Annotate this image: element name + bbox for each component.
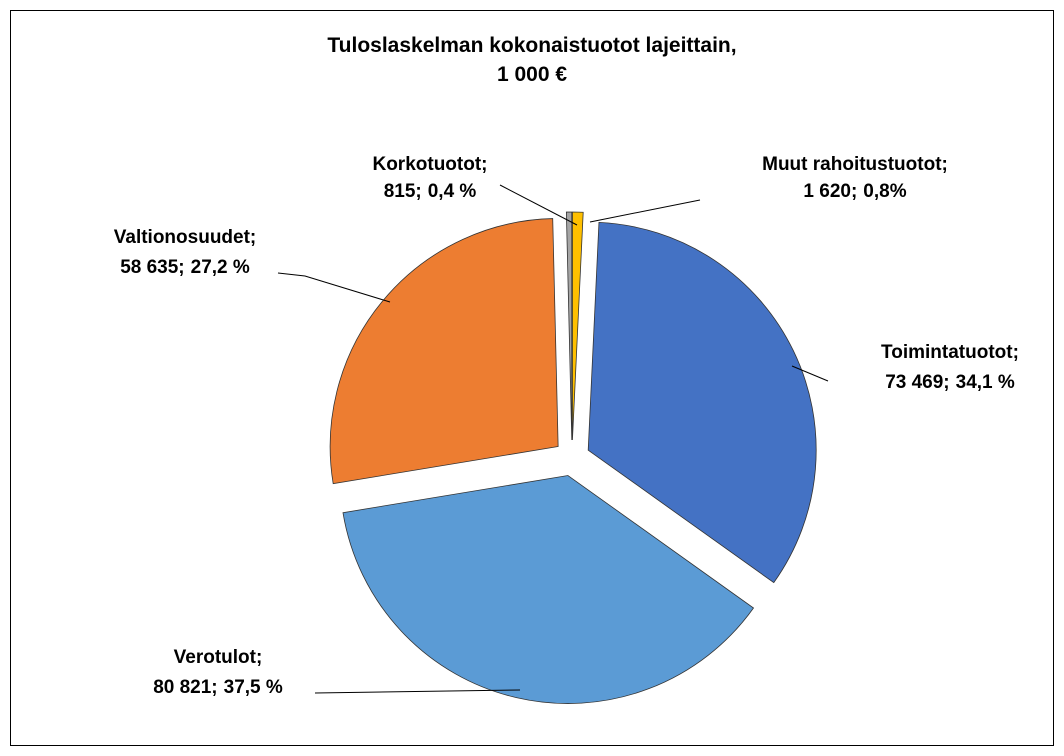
- slice-label: Korkotuotot;: [372, 154, 487, 175]
- value-label: 1 620;: [803, 181, 857, 202]
- leader-line: [277, 272, 391, 303]
- value-label: 58 635;: [120, 257, 184, 278]
- leader-line: [314, 689, 521, 694]
- percent-label: 0,8%: [863, 181, 906, 202]
- percent-label: 0,4 %: [428, 181, 477, 202]
- slice-label: Valtionosuudet;: [114, 227, 257, 248]
- value-label: 80 821;: [153, 677, 217, 698]
- pie-slice: [587, 221, 817, 584]
- pie-slice: [342, 475, 755, 704]
- slice-label: 58 635; 27,2 %: [120, 257, 250, 278]
- leader-line: [791, 365, 829, 382]
- pie-slice: [572, 211, 584, 441]
- value-label: 815;: [384, 181, 422, 202]
- slice-label: 815; 0,4 %: [384, 181, 477, 202]
- slice-label: Verotulot;: [174, 647, 263, 668]
- value-label: 73 469;: [885, 372, 949, 393]
- slice-label: Toimintatuotot;: [881, 342, 1019, 363]
- pie-slice: [565, 211, 573, 441]
- slice-label: 73 469; 34,1 %: [885, 372, 1015, 393]
- slice-label: Muut rahoitustuotot;: [762, 154, 948, 175]
- leader-line: [499, 184, 578, 226]
- percent-label: 34,1 %: [956, 372, 1015, 393]
- leader-line: [589, 199, 701, 223]
- slice-label: 1 620; 0,8%: [803, 181, 906, 202]
- percent-label: 37,5 %: [224, 677, 283, 698]
- pie-slice: [329, 218, 559, 485]
- slice-label: 80 821; 37,5 %: [153, 677, 283, 698]
- chart-title: Tuloslaskelman kokonaistuotot lajeittain…: [327, 34, 736, 57]
- chart-title: 1 000 €: [497, 63, 567, 86]
- percent-label: 27,2 %: [191, 257, 250, 278]
